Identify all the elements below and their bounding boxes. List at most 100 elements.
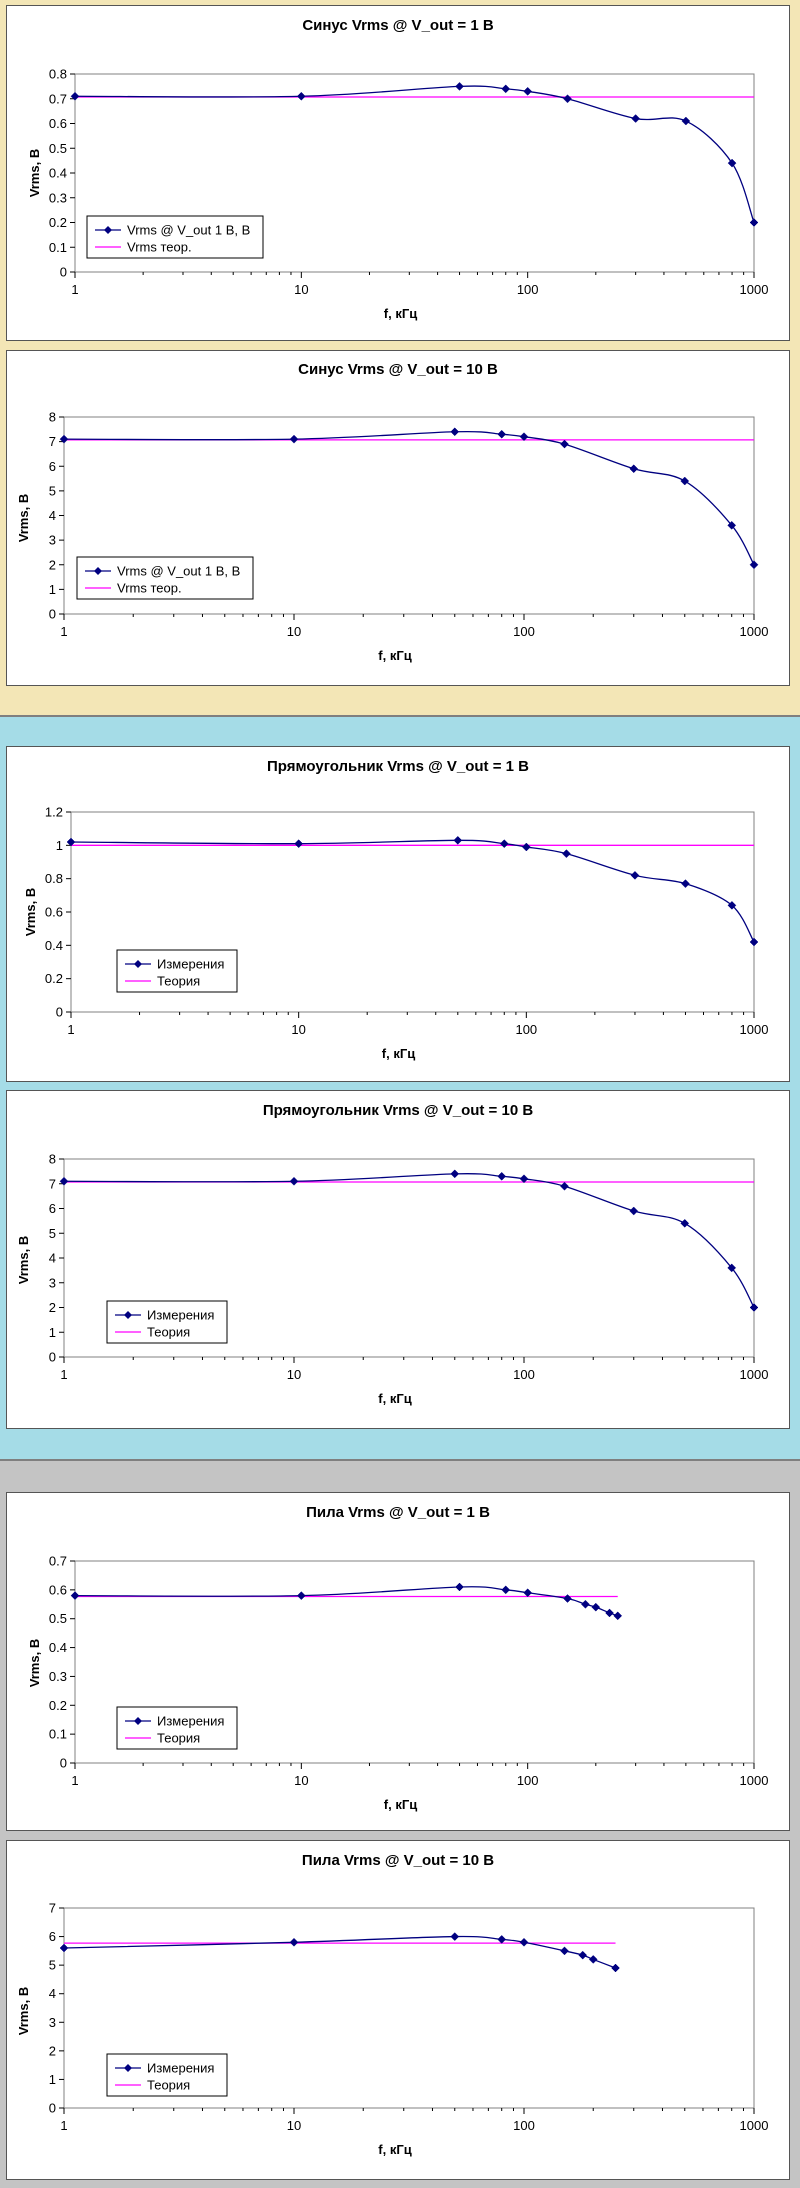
data-point-marker	[613, 1611, 623, 1621]
data-point-marker	[560, 1181, 569, 1191]
legend-box	[116, 949, 238, 993]
data-point-marker	[611, 1963, 620, 1973]
data-point-marker	[523, 86, 533, 96]
y-tick-label: 1	[49, 1325, 56, 1340]
series-measured-line	[70, 839, 755, 943]
legend-marker	[134, 960, 142, 968]
y-tick-label: 6	[49, 1201, 56, 1216]
x-tick-label: 1000	[740, 1773, 769, 1788]
x-tick-label: 1	[71, 282, 78, 297]
chart-title: Прямоугольник Vrms @ V_out = 1 В	[267, 758, 529, 775]
data-point-marker	[727, 1263, 737, 1273]
data-point-marker	[560, 439, 569, 449]
legend: Измерения Теория	[116, 1706, 238, 1750]
x-tick-label: 10	[294, 282, 308, 297]
y-axis-label: Vrms, В	[27, 1639, 42, 1687]
y-tick-label: 3	[49, 1275, 56, 1290]
y-tick-label: 0.2	[45, 971, 63, 986]
y-tick-label: 5	[49, 483, 56, 498]
y-tick-label: 7	[49, 1176, 56, 1191]
y-tick-label: 0.7	[49, 1554, 67, 1569]
data-point-marker	[727, 520, 737, 530]
legend-measured-label: Измерения	[157, 957, 224, 972]
chart-title: Прямоугольник Vrms @ V_out = 10 В	[263, 1102, 534, 1119]
chart-title: Синус Vrms @ V_out = 1 В	[302, 17, 494, 34]
legend-measured-label: Vrms @ V_out 1 В, В	[127, 223, 250, 238]
data-point-marker	[749, 1303, 759, 1312]
y-tick-label: 6	[49, 459, 56, 474]
y-tick-label: 1	[56, 838, 63, 853]
x-tick-label: 1000	[740, 1022, 769, 1037]
y-tick-label: 1.2	[45, 805, 63, 820]
data-point-marker	[455, 1582, 464, 1592]
x-tick-label: 1000	[740, 1367, 769, 1382]
data-point-marker	[501, 84, 511, 94]
data-point-marker	[289, 1937, 299, 1947]
y-tick-label: 0.1	[49, 240, 67, 255]
data-point-marker	[450, 427, 460, 437]
legend-measured-label: Vrms @ V_out 1 В, В	[117, 564, 240, 579]
band-separator	[0, 1459, 800, 1461]
data-point-marker	[521, 842, 531, 852]
data-point-marker	[630, 870, 640, 880]
x-tick-label: 100	[517, 1773, 539, 1788]
legend-theory-label: Теория	[147, 2078, 190, 2093]
chart-title: Пила Vrms @ V_out = 1 В	[306, 1504, 490, 1521]
y-tick-label: 5	[49, 1226, 56, 1241]
y-tick-label: 0.4	[45, 938, 63, 953]
data-point-marker	[680, 1218, 690, 1228]
data-point-marker	[563, 1594, 572, 1603]
x-tick-label: 10	[287, 2118, 301, 2133]
y-tick-label: 0.2	[49, 1698, 67, 1713]
chart-panel-3: Прямоугольник Vrms @ V_out = 1 В 0 0.2 0.4 0…	[6, 746, 790, 1082]
legend-box	[116, 1706, 238, 1750]
y-tick-label: 0.8	[49, 67, 67, 82]
y-tick-label: 2	[49, 1300, 56, 1315]
y-tick-label: 0	[49, 607, 56, 622]
x-tick-label: 100	[513, 624, 535, 639]
y-tick-label: 0.6	[49, 116, 67, 131]
y-tick-label: 3	[49, 533, 56, 548]
x-axis-label: f, кГц	[382, 1046, 415, 1061]
data-point-marker	[581, 1599, 590, 1609]
series-measured-line	[74, 1586, 618, 1617]
legend-measured-label: Измерения	[147, 1308, 214, 1323]
y-tick-label: 7	[49, 434, 56, 449]
legend-marker	[104, 226, 112, 234]
x-tick-label: 1	[71, 1773, 78, 1788]
data-point-marker	[629, 1206, 639, 1216]
legend: Измерения Теория	[116, 949, 238, 993]
x-tick-label: 10	[294, 1773, 308, 1788]
x-tick-label: 100	[513, 2118, 535, 2133]
x-axis-label: f, кГц	[378, 648, 411, 663]
x-tick-label: 1000	[740, 282, 769, 297]
data-point-marker	[66, 837, 76, 847]
y-tick-label: 8	[49, 410, 56, 425]
y-tick-label: 0	[49, 1350, 56, 1365]
data-point-marker	[519, 1937, 529, 1947]
data-point-marker	[497, 1935, 507, 1944]
data-point-marker	[499, 839, 509, 849]
y-tick-label: 0.8	[45, 871, 63, 886]
y-tick-label: 2	[49, 2043, 56, 2058]
data-point-marker	[727, 158, 737, 168]
x-tick-label: 1	[60, 2118, 67, 2133]
y-tick-label: 1	[49, 582, 56, 597]
x-tick-label: 1	[67, 1022, 74, 1037]
band-separator	[0, 715, 800, 717]
chart-panel-6: Пила Vrms @ V_out = 10 В 0 1 2 3 4 5 6 7 1 10 100 10…	[6, 1840, 790, 2180]
data-point-marker	[296, 91, 306, 101]
y-tick-label: 5	[49, 1958, 56, 1973]
x-tick-label: 10	[291, 1022, 305, 1037]
chart-title: Синус Vrms @ V_out = 10 В	[298, 361, 498, 378]
y-tick-label: 0.6	[45, 905, 63, 920]
y-axis-label: Vrms, В	[16, 1987, 31, 2035]
x-tick-label: 10	[287, 1367, 301, 1382]
data-point-marker	[629, 464, 639, 474]
legend-measured-label: Измерения	[157, 1714, 224, 1729]
data-point-marker	[681, 116, 691, 126]
y-tick-label: 0.5	[49, 141, 67, 156]
data-point-marker	[59, 1943, 69, 1953]
data-point-marker	[591, 1602, 601, 1612]
